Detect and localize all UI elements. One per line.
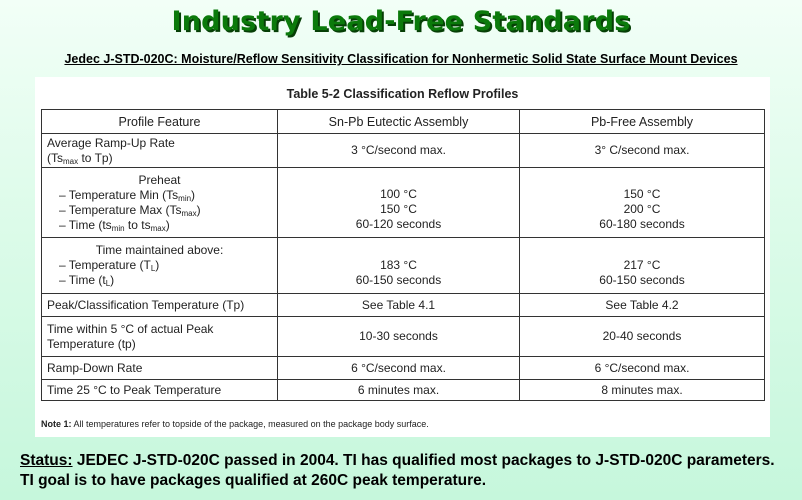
row-label-ramp-up: Average Ramp-Up Rate (Tsmax to Tp) <box>41 133 278 168</box>
page-title: Industry Lead-Free Standards <box>171 6 631 37</box>
cell-pbfree: 8 minutes max. <box>519 379 765 401</box>
table-panel: Table 5-2 Classification Reflow Profiles… <box>35 77 770 437</box>
table-row: Preheat – Temperature Min (Tsmin) – Temp… <box>41 167 765 238</box>
cell-snpb: 100 °C 150 °C 60-120 seconds <box>277 167 520 238</box>
cell-snpb: 183 °C 60-150 seconds <box>277 237 520 294</box>
ramp-up-label: Average Ramp-Up Rate <box>47 135 175 150</box>
maintained-time-sub: L <box>105 279 111 288</box>
table-row: Peak/Classification Temperature (Tp) See… <box>41 293 765 317</box>
maintained-time-label: – Time (t <box>59 273 106 287</box>
within5-line1: Time within 5 °C of actual Peak <box>47 321 214 336</box>
reflow-profile-table: Profile Feature Sn-Pb Eutectic Assembly … <box>41 109 765 401</box>
preheat-max-label: – Temperature Max (Ts <box>59 202 182 217</box>
within5-line2: Temperature (tp) <box>47 336 136 351</box>
cell-pbfree: 150 °C 200 °C 60-180 seconds <box>519 167 765 238</box>
ramp-up-close: to Tp) <box>78 150 113 165</box>
cell-pbfree: 6 °C/second max. <box>519 356 765 380</box>
table-row: Time maintained above: – Temperature (TL… <box>41 237 765 294</box>
row-label-preheat: Preheat – Temperature Min (Tsmin) – Temp… <box>41 167 278 238</box>
preheat-max-line: – Temperature Max (Tsmax) <box>59 202 201 218</box>
preheat-pbfree-time: 60-180 seconds <box>599 217 685 231</box>
table-title: Table 5-2 Classification Reflow Profiles <box>286 87 519 101</box>
preheat-min-line: – Temperature Min (Tsmin) <box>59 187 196 203</box>
table-header-row: Profile Feature Sn-Pb Eutectic Assembly … <box>41 109 765 134</box>
maintained-temp-line: – Temperature (TL) <box>59 258 160 273</box>
note-text: All temperatures refer to topside of the… <box>71 419 429 429</box>
preheat-time-line: – Time (tsmin to tsmax) <box>59 217 170 233</box>
preheat-time-sub1: min <box>111 223 125 233</box>
preheat-min-sub: min <box>178 193 192 203</box>
column-header: Pb-Free Assembly <box>519 109 765 134</box>
cell-snpb: 3 °C/second max. <box>277 133 520 168</box>
table-row: Time 25 °C to Peak Temperature 6 minutes… <box>41 379 765 401</box>
preheat-time-sub2: max <box>150 223 166 233</box>
maintained-temp-label: – Temperature (T <box>59 258 151 272</box>
maintained-time-line: – Time (tL) <box>59 273 115 288</box>
row-label-within5: Time within 5 °C of actual Peak Temperat… <box>41 316 278 357</box>
maintained-heading: Time maintained above: <box>95 243 224 257</box>
page-subtitle: Jedec J-STD-020C: Moisture/Reflow Sensit… <box>64 52 738 66</box>
preheat-snpb-max: 150 °C <box>380 202 417 216</box>
note-label: Note 1: <box>41 419 72 429</box>
preheat-pbfree-min: 150 °C <box>623 187 661 201</box>
preheat-heading: Preheat <box>138 172 181 187</box>
preheat-snpb-time: 60-120 seconds <box>355 217 442 231</box>
row-label-time25: Time 25 °C to Peak Temperature <box>41 379 278 401</box>
maintained-snpb-temp: 183 °C <box>380 257 417 272</box>
cell-pbfree: See Table 4.2 <box>519 293 765 317</box>
table-row: Average Ramp-Up Rate (Tsmax to Tp) 3 °C/… <box>41 133 765 168</box>
ramp-up-open: (Ts <box>47 150 63 165</box>
preheat-snpb-min: 100 °C <box>380 187 417 201</box>
status-paragraph: Status: JEDEC J-STD-020C passed in 2004.… <box>20 451 790 491</box>
preheat-time-mid: to ts <box>124 217 151 232</box>
ramp-up-sub: max <box>63 156 79 166</box>
cell-snpb: 6 minutes max. <box>277 379 520 401</box>
maintained-snpb-time: 60-150 seconds <box>355 272 442 287</box>
cell-pbfree: 217 °C 60-150 seconds <box>519 237 765 294</box>
cell-pbfree: 3° C/second max. <box>519 133 765 168</box>
cell-snpb: 10-30 seconds <box>277 316 520 357</box>
row-label-maintained: Time maintained above: – Temperature (TL… <box>41 237 278 294</box>
table-row: Time within 5 °C of actual Peak Temperat… <box>41 316 765 357</box>
row-label-peak: Peak/Classification Temperature (Tp) <box>41 293 278 317</box>
preheat-min-label: – Temperature Min (Ts <box>59 187 179 202</box>
table-note: Note 1: All temperatures refer to topsid… <box>41 419 429 429</box>
row-label-ramp-down: Ramp-Down Rate <box>41 356 278 380</box>
column-header: Sn-Pb Eutectic Assembly <box>277 109 520 134</box>
preheat-pbfree-max: 200 °C <box>623 202 661 216</box>
status-text: JEDEC J-STD-020C passed in 2004. TI has … <box>20 452 775 489</box>
cell-snpb: 6 °C/second max. <box>277 356 520 380</box>
column-header: Profile Feature <box>41 109 278 134</box>
cell-snpb: See Table 4.1 <box>277 293 520 317</box>
preheat-time-label: – Time (ts <box>59 217 112 232</box>
maintained-pbfree-time: 60-150 seconds <box>599 272 685 287</box>
cell-pbfree: 20-40 seconds <box>519 316 765 357</box>
table-row: Ramp-Down Rate 6 °C/second max. 6 °C/sec… <box>41 356 765 380</box>
maintained-temp-sub: L <box>150 264 156 273</box>
maintained-pbfree-temp: 217 °C <box>623 257 661 272</box>
status-label: Status: <box>20 452 73 469</box>
preheat-max-sub: max <box>181 208 197 218</box>
